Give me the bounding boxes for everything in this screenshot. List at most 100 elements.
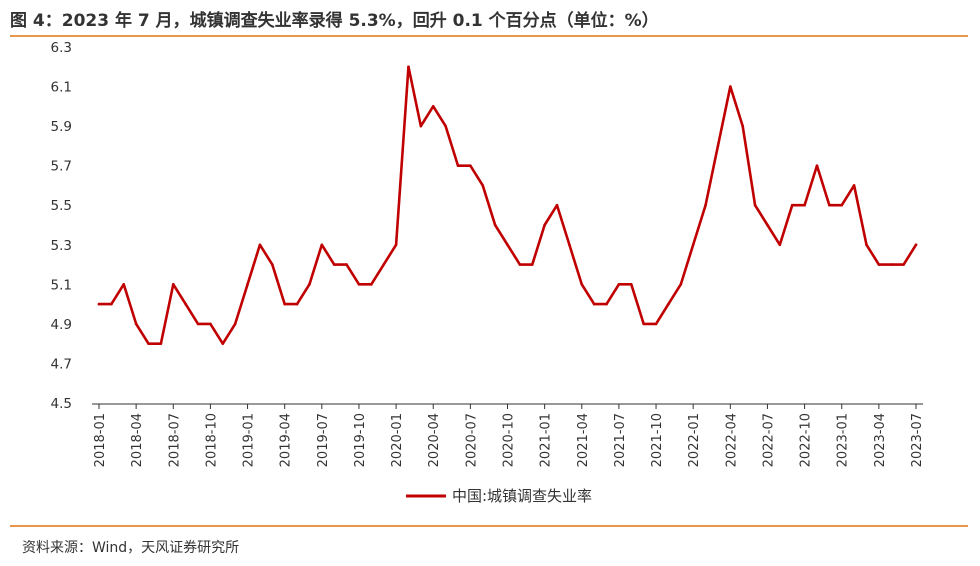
data-point bbox=[741, 124, 744, 128]
data-point bbox=[691, 243, 695, 247]
data-point bbox=[295, 302, 299, 306]
data-point bbox=[729, 85, 732, 88]
data-point bbox=[555, 203, 559, 207]
data-point bbox=[852, 184, 856, 187]
y-tick-label: 6.3 bbox=[51, 40, 72, 56]
y-tick-label: 4.9 bbox=[51, 317, 72, 333]
x-tick-label: 2021-01 bbox=[539, 413, 554, 467]
data-point bbox=[431, 105, 435, 108]
x-tick-label: 2023-07 bbox=[910, 413, 925, 467]
data-point bbox=[196, 322, 200, 326]
data-point bbox=[332, 263, 336, 266]
x-tick-label: 2022-07 bbox=[761, 413, 776, 467]
x-tick-label: 2022-10 bbox=[799, 413, 814, 467]
x-tick-label: 2021-10 bbox=[650, 413, 665, 467]
y-axis: 6.3 6.1 5.9 5.7 5.5 5.3 5.1 4.9 4.7 4.5 bbox=[51, 40, 72, 412]
x-tick-label: 2022-04 bbox=[724, 413, 739, 467]
data-point bbox=[382, 263, 386, 266]
y-tick-label: 6.1 bbox=[51, 80, 72, 96]
data-point bbox=[766, 223, 769, 227]
x-tick-label: 2020-10 bbox=[502, 413, 517, 467]
data-point bbox=[456, 164, 460, 167]
data-point bbox=[679, 283, 683, 286]
x-tick-label: 2023-04 bbox=[873, 413, 888, 467]
chart-title: 图 4：2023 年 7 月，城镇调查失业率录得 5.3%，回升 0.1 个百分… bbox=[10, 11, 659, 31]
data-point bbox=[815, 164, 819, 167]
data-point bbox=[667, 302, 670, 306]
y-tick-label: 5.5 bbox=[51, 198, 72, 214]
x-tick-label: 2021-07 bbox=[613, 413, 628, 467]
legend: 中国:城镇调查失业率 bbox=[406, 487, 592, 505]
y-tick-label: 5.7 bbox=[51, 159, 72, 175]
legend-label: 中国:城镇调查失业率 bbox=[452, 487, 592, 505]
data-point bbox=[753, 203, 757, 207]
data-point bbox=[357, 283, 361, 286]
data-point bbox=[147, 342, 150, 345]
y-tick-label: 4.7 bbox=[51, 356, 72, 372]
data-point bbox=[865, 243, 868, 247]
x-tick-label: 2020-01 bbox=[390, 413, 405, 467]
data-point bbox=[271, 263, 274, 266]
y-tick-label: 4.5 bbox=[51, 396, 72, 412]
data-point bbox=[605, 302, 608, 306]
x-axis: 2018-01 2018-04 2018-07 2018-10 2019-01 2019-… bbox=[92, 403, 925, 467]
data-point bbox=[629, 283, 633, 286]
x-tick-label: 2018-04 bbox=[130, 413, 145, 467]
data-point bbox=[617, 283, 621, 286]
x-tick-label: 2019-01 bbox=[242, 413, 257, 467]
x-tick-label: 2021-04 bbox=[576, 413, 591, 467]
data-point bbox=[704, 203, 707, 207]
data-point bbox=[481, 184, 485, 187]
source-note: 资料来源：Wind，天风证券研究所 bbox=[22, 540, 240, 556]
x-tick-label: 2020-07 bbox=[464, 413, 479, 467]
data-point bbox=[134, 322, 138, 326]
x-tick-label: 2018-01 bbox=[93, 413, 108, 467]
data-point bbox=[568, 243, 571, 247]
data-point bbox=[518, 263, 522, 266]
data-point bbox=[233, 322, 237, 326]
data-point bbox=[642, 322, 645, 326]
data-point bbox=[530, 263, 534, 266]
data-point bbox=[394, 243, 398, 247]
data-point bbox=[469, 164, 472, 167]
series-layer bbox=[97, 65, 918, 345]
data-point bbox=[283, 302, 286, 306]
y-tick-label: 5.9 bbox=[51, 119, 72, 135]
x-tick-label: 2019-10 bbox=[353, 413, 368, 467]
y-tick-label: 5.1 bbox=[51, 277, 72, 293]
data-point bbox=[877, 263, 881, 266]
data-point bbox=[580, 283, 584, 286]
data-point bbox=[543, 223, 546, 227]
x-tick-label: 2019-04 bbox=[279, 413, 294, 467]
data-point bbox=[506, 243, 509, 247]
x-tick-label: 2020-04 bbox=[427, 413, 442, 467]
bottom-divider bbox=[10, 525, 968, 527]
data-point bbox=[419, 124, 423, 128]
x-tick-label: 2019-07 bbox=[316, 413, 331, 467]
data-point bbox=[407, 65, 410, 69]
data-point bbox=[654, 322, 658, 326]
data-point bbox=[828, 203, 831, 207]
data-point bbox=[345, 263, 348, 266]
data-point bbox=[246, 283, 249, 286]
data-point bbox=[889, 263, 893, 266]
data-point bbox=[184, 302, 187, 306]
data-point bbox=[171, 283, 175, 286]
x-tick-label: 2022-01 bbox=[687, 413, 702, 467]
data-point bbox=[221, 342, 225, 345]
data-point bbox=[97, 302, 101, 306]
data-point bbox=[444, 124, 447, 128]
x-tick-label: 2023-01 bbox=[836, 413, 851, 467]
data-point bbox=[370, 283, 373, 286]
data-point bbox=[716, 144, 720, 148]
data-point bbox=[159, 342, 163, 345]
data-point bbox=[840, 203, 844, 207]
data-point bbox=[790, 203, 794, 207]
x-tick-label: 2018-07 bbox=[167, 413, 182, 467]
data-point bbox=[110, 302, 113, 306]
data-point bbox=[308, 283, 311, 286]
data-point bbox=[914, 243, 918, 247]
data-point bbox=[320, 243, 324, 247]
data-point bbox=[209, 322, 212, 326]
